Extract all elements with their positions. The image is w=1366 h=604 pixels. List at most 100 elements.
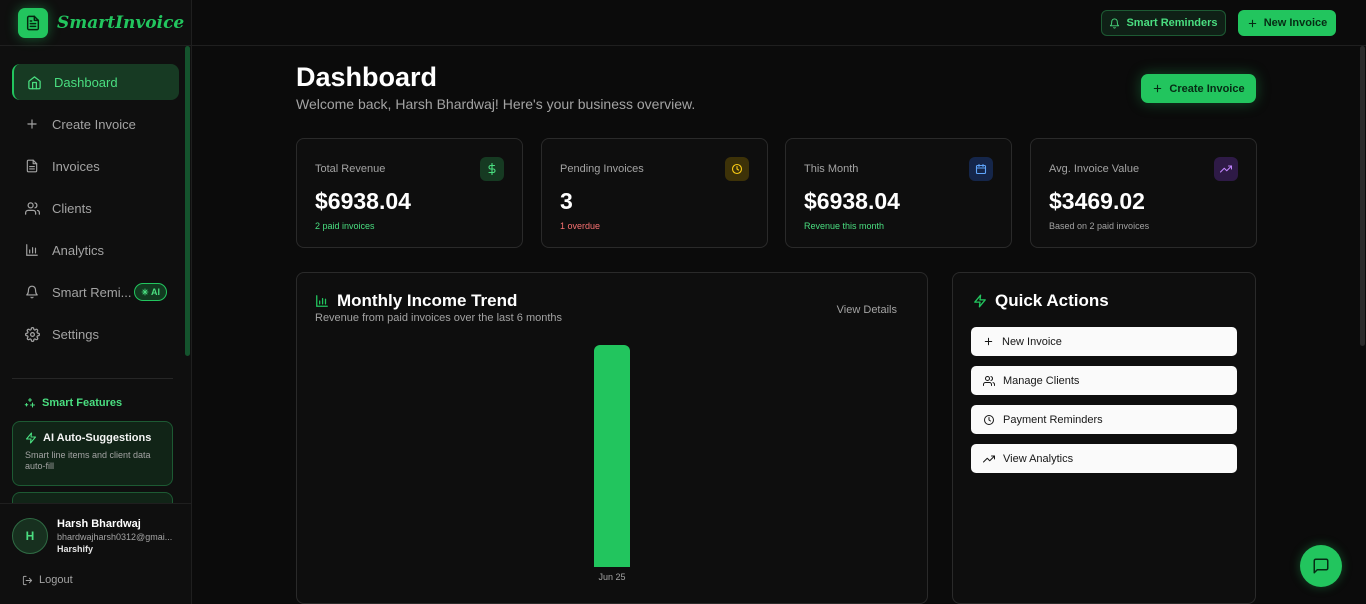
income-trend-panel: Monthly Income Trend Revenue from paid i… <box>296 272 928 604</box>
feature-description: Smart line items and client data auto-fi… <box>25 450 151 471</box>
trending-up-icon <box>983 455 995 462</box>
user-org: Harshify <box>57 544 94 554</box>
users-icon <box>983 375 995 386</box>
home-icon <box>26 74 42 90</box>
stat-value: $3469.02 <box>1049 188 1145 214</box>
sidebar-item-label: Settings <box>52 326 99 342</box>
sidebar-item-create-invoice[interactable]: Create Invoice <box>12 106 179 142</box>
sidebar-scrollbar[interactable] <box>185 46 190 356</box>
quick-actions-title-row: Quick Actions <box>973 291 1109 311</box>
quick-action-label: Manage Clients <box>1003 374 1080 387</box>
sidebar-item-label: Analytics <box>52 242 105 258</box>
stat-label: Pending Invoices <box>560 163 644 175</box>
chart-title-row: Monthly Income Trend <box>315 291 517 311</box>
user-email: bhardwajharsh0312@gmai... <box>57 532 173 542</box>
view-details-button[interactable]: View Details <box>836 304 897 316</box>
stat-sub: Revenue this month <box>804 221 885 231</box>
feature-card-next[interactable] <box>12 492 173 504</box>
ai-badge: AI <box>134 283 167 301</box>
smart-features-heading: Smart Features <box>24 397 122 409</box>
stat-label: Avg. Invoice Value <box>1049 163 1140 175</box>
sidebar-item-analytics[interactable]: Analytics <box>12 232 179 268</box>
sidebar-item-label: Dashboard <box>54 74 118 90</box>
bell-icon <box>1110 18 1120 29</box>
chart-title: Monthly Income Trend <box>337 291 518 310</box>
feature-title: AI Auto-Suggestions <box>43 432 152 444</box>
stat-sub: Based on 2 paid invoices <box>1049 221 1150 231</box>
logo-icon[interactable] <box>18 7 48 38</box>
bell-icon <box>24 284 40 300</box>
page-title: Dashboard <box>296 62 438 92</box>
user-name: Harsh Bhardwaj <box>57 518 141 530</box>
sparkles-icon <box>24 397 36 408</box>
quick-action-payment-reminders[interactable]: Payment Reminders <box>971 405 1237 434</box>
clock-icon <box>725 157 749 181</box>
logout-label: Logout <box>39 574 73 586</box>
stat-card-total-revenue: Total Revenue $6938.04 2 paid invoices <box>296 138 523 248</box>
topbar: Smart Reminders New Invoice <box>192 0 1366 46</box>
smart-features-title: Smart Features <box>42 397 123 409</box>
plus-icon <box>1248 19 1256 27</box>
plus-icon <box>1154 84 1162 93</box>
sidebar-item-label: Clients <box>52 200 92 216</box>
stat-value: 3 <box>560 188 573 214</box>
sidebar-item-label: Invoices <box>52 158 100 174</box>
stat-card-avg-invoice-value: Avg. Invoice Value $3469.02 Based on 2 p… <box>1030 138 1257 248</box>
clock-icon <box>984 414 994 425</box>
stat-value: $6938.04 <box>315 188 411 214</box>
calendar-icon <box>969 157 993 181</box>
logout-button[interactable]: Logout <box>22 574 73 586</box>
users-icon <box>24 200 40 216</box>
sidebar-item-settings[interactable]: Settings <box>12 316 179 352</box>
quick-action-new-invoice[interactable]: New Invoice <box>971 327 1237 356</box>
file-icon <box>24 158 40 174</box>
dollar-icon <box>480 157 504 181</box>
stat-sub: 1 overdue <box>560 221 601 231</box>
new-invoice-label: New Invoice <box>1263 17 1328 29</box>
chart-x-tick-label: Jun 25 <box>598 572 626 582</box>
stat-label: This Month <box>804 163 859 175</box>
feature-title-row: AI Auto-Suggestions <box>25 432 160 444</box>
quick-action-label: Payment Reminders <box>1003 413 1103 426</box>
sidebar-item-invoices[interactable]: Invoices <box>12 148 179 184</box>
stat-value: $6938.04 <box>804 188 900 214</box>
quick-action-label: New Invoice <box>1002 335 1062 348</box>
quick-action-label: View Analytics <box>1003 452 1074 465</box>
gear-icon <box>24 326 40 342</box>
user-profile: H Harsh Bhardwaj bhardwajharsh0312@gmai.… <box>0 503 191 604</box>
smart-reminders-label: Smart Reminders <box>1126 17 1218 29</box>
quick-action-view-analytics[interactable]: View Analytics <box>971 444 1237 473</box>
sidebar: SmartInvoice Dashboard Create Invoice In… <box>0 0 192 604</box>
stat-sub: 2 paid invoices <box>315 221 375 231</box>
avatar[interactable]: H <box>12 518 48 554</box>
feature-card-ai-suggestions[interactable]: AI Auto-Suggestions Smart line items and… <box>12 421 173 486</box>
quick-action-manage-clients[interactable]: Manage Clients <box>971 366 1237 395</box>
sidebar-nav: Dashboard Create Invoice Invoices Client… <box>0 46 191 352</box>
sidebar-item-clients[interactable]: Clients <box>12 190 179 226</box>
quick-actions-title: Quick Actions <box>995 291 1109 310</box>
chart-bar[interactable] <box>594 345 630 567</box>
sidebar-item-label: Create Invoice <box>52 116 136 132</box>
app-name[interactable]: SmartInvoice <box>57 12 185 33</box>
create-invoice-button[interactable]: Create Invoice <box>1141 74 1256 103</box>
bar-chart-icon <box>24 242 40 258</box>
stat-card-this-month: This Month $6938.04 Revenue this month <box>785 138 1012 248</box>
chat-button[interactable] <box>1300 545 1342 587</box>
create-invoice-label: Create Invoice <box>1169 82 1245 95</box>
main-scrollbar[interactable] <box>1360 46 1365 346</box>
quick-actions-panel: Quick Actions New Invoice Manage Clients… <box>952 272 1256 604</box>
new-invoice-button[interactable]: New Invoice <box>1238 10 1336 36</box>
zap-icon <box>974 294 986 308</box>
sidebar-divider <box>12 378 173 379</box>
page-subtitle: Welcome back, Harsh Bhardwaj! Here's you… <box>296 96 696 112</box>
stat-label: Total Revenue <box>315 163 386 175</box>
plus-icon <box>984 337 993 346</box>
zap-icon <box>25 432 37 444</box>
bar-chart-icon <box>316 295 328 307</box>
logout-icon <box>22 575 33 585</box>
sidebar-item-smart-reminders[interactable]: Smart Remi... AI <box>12 274 179 310</box>
chart-subtitle: Revenue from paid invoices over the last… <box>315 312 563 324</box>
smart-reminders-button[interactable]: Smart Reminders <box>1101 10 1226 36</box>
trending-up-icon <box>1214 157 1238 181</box>
sidebar-item-dashboard[interactable]: Dashboard <box>12 64 179 100</box>
